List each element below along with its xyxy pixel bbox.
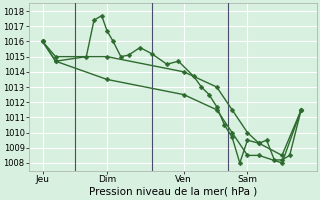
X-axis label: Pression niveau de la mer( hPa ): Pression niveau de la mer( hPa ) — [89, 187, 257, 197]
